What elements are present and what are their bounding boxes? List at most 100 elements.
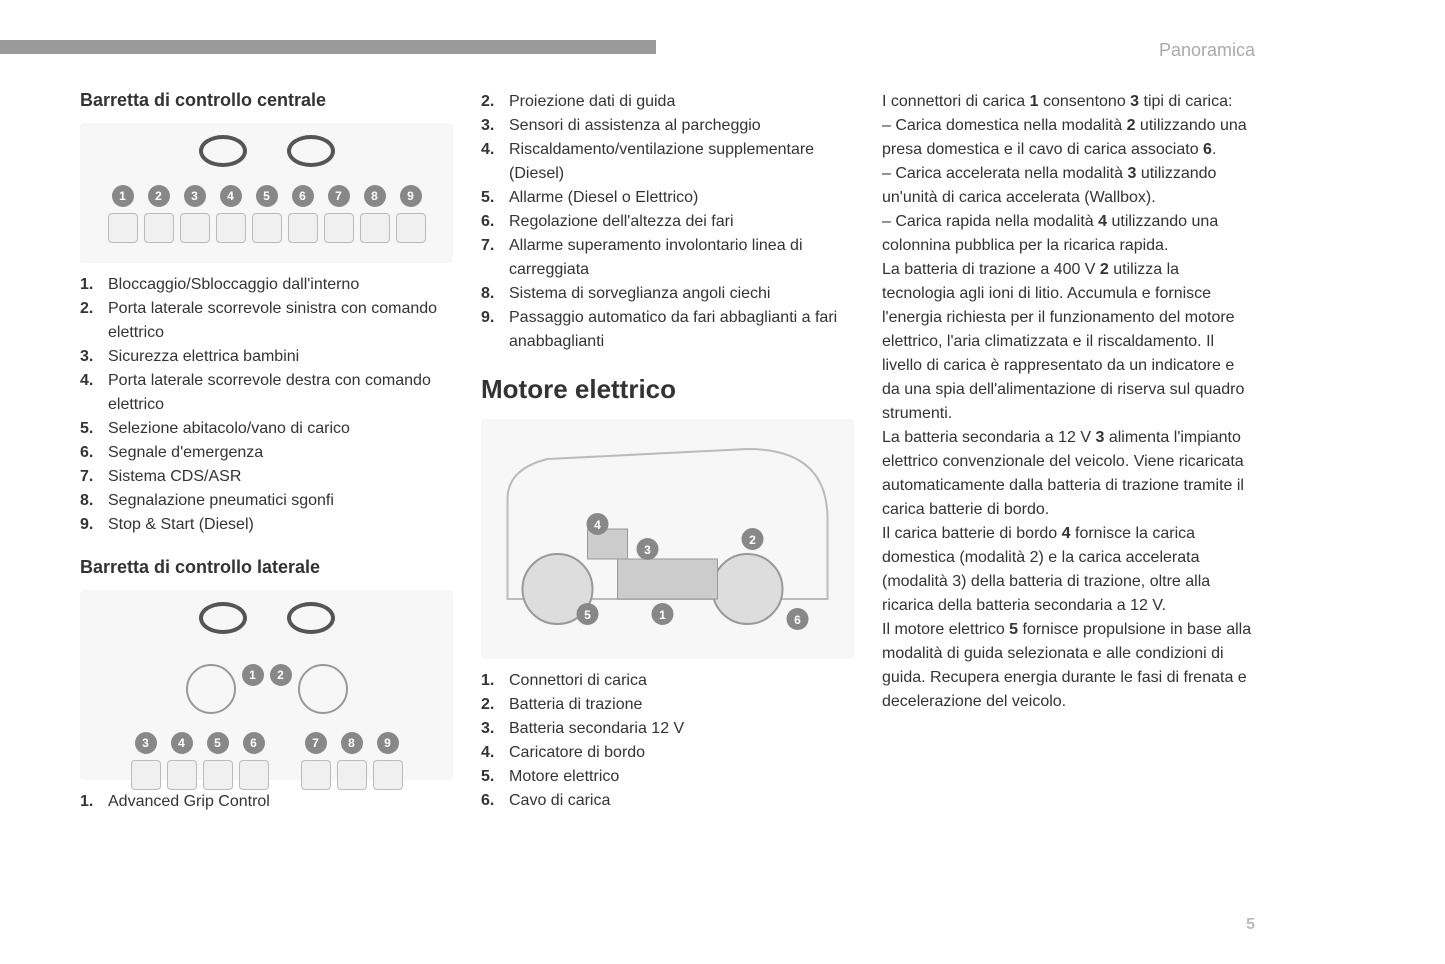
page-number: 5 [1246, 916, 1255, 934]
list-item-number: 8. [481, 282, 499, 306]
list-item-text: Sicurezza elettrica bambini [108, 345, 453, 369]
list-item: 8. Segnalazione pneumatici sgonfi [80, 489, 453, 513]
list-item-number: 6. [481, 210, 499, 234]
list-item-text: Allarme (Diesel o Elettrico) [509, 186, 854, 210]
svg-text:6: 6 [794, 613, 801, 627]
list-item: 3. Sicurezza elettrica bambini [80, 345, 453, 369]
svg-text:3: 3 [644, 543, 651, 557]
list-item: 5. Allarme (Diesel o Elettrico) [481, 186, 854, 210]
list-item: 6. Cavo di carica [481, 789, 854, 813]
list-item: 5. Selezione abitacolo/vano di carico [80, 417, 453, 441]
list-item-number: 6. [481, 789, 499, 813]
list-item-text: Sistema di sorveglianza angoli ciechi [509, 282, 854, 306]
list-item-number: 2. [481, 693, 499, 717]
column-1: Barretta di controllo centrale 1 2 3 4 5… [80, 90, 453, 814]
body-paragraph: La batteria di trazione a 400 V 2 utiliz… [882, 258, 1255, 426]
body-paragraph: – Carica accelerata nella modalità 3 uti… [882, 162, 1255, 210]
list-item: 8. Sistema di sorveglianza angoli ciechi [481, 282, 854, 306]
body-paragraph: Il motore elettrico 5 fornisce propulsio… [882, 618, 1255, 714]
list-item-number: 5. [481, 765, 499, 789]
list-item-number: 8. [80, 489, 98, 513]
list-item-text: Caricatore di bordo [509, 741, 854, 765]
h2-motor: Motore elettrico [481, 374, 854, 405]
list-item-number: 1. [80, 790, 98, 814]
svg-text:4: 4 [594, 518, 601, 532]
list-item: 6. Segnale d'emergenza [80, 441, 453, 465]
list-item-text: Batteria di trazione [509, 693, 854, 717]
list-item: 1. Connettori di carica [481, 669, 854, 693]
list-central: 1.Bloccaggio/Sbloccaggio dall'interno2.P… [80, 273, 453, 537]
list-item-text: Connettori di carica [509, 669, 854, 693]
list-item: 2.Proiezione dati di guida [481, 90, 854, 114]
list-item-text: Cavo di carica [509, 789, 854, 813]
list-item-number: 7. [80, 465, 98, 489]
list-item-text: Advanced Grip Control [108, 790, 453, 814]
list-item: 7.Allarme superamento involontario linea… [481, 234, 854, 282]
svg-text:1: 1 [659, 608, 666, 622]
section-title-central: Barretta di controllo centrale [80, 90, 453, 111]
list-item-number: 2. [80, 297, 98, 345]
list-item-number: 4. [481, 741, 499, 765]
list-item-text: Bloccaggio/Sbloccaggio dall'interno [108, 273, 453, 297]
list-item-number: 9. [481, 306, 499, 354]
list-item-number: 9. [80, 513, 98, 537]
header-bar [0, 40, 656, 54]
section-header: Panoramica [1159, 40, 1255, 61]
list-lateral-cont: 2.Proiezione dati di guida3. Sensori di a… [481, 90, 854, 354]
list-item-number: 5. [80, 417, 98, 441]
list-item-number: 4. [80, 369, 98, 417]
column-2: 2.Proiezione dati di guida3.Sensori di a… [481, 90, 854, 814]
body-paragraph: La batteria secondaria a 12 V 3 alimenta… [882, 426, 1255, 522]
list-item: 5. Motore elettrico [481, 765, 854, 789]
svg-text:2: 2 [749, 533, 756, 547]
list-item: 4. Caricatore di bordo [481, 741, 854, 765]
list-item: 1. Bloccaggio/Sbloccaggio dall'interno [80, 273, 453, 297]
diagram-lateral-controls: 1 2 3 4 5 6 7 8 9 [80, 590, 453, 780]
section-title-lateral: Barretta di controllo laterale [80, 557, 453, 578]
list-item: 7. Sistema CDS/ASR [80, 465, 453, 489]
list-item-number: 3. [481, 717, 499, 741]
list-item-text: Segnalazione pneumatici sgonfi [108, 489, 453, 513]
list-item-number: 1. [481, 669, 499, 693]
list-item-number: 1. [80, 273, 98, 297]
list-item: 4.Porta laterale scorrevole destra con c… [80, 369, 453, 417]
body-paragraph: – Carica rapida nella modalità 4 utilizz… [882, 210, 1255, 258]
list-item: 9.Stop & Start (Diesel) [80, 513, 453, 537]
page-content: Barretta di controllo centrale 1 2 3 4 5… [80, 90, 1255, 814]
diagram-electric-motor: 4 3 2 5 1 6 [481, 419, 854, 659]
list-item: 3. Batteria secondaria 12 V [481, 717, 854, 741]
list-item-text: Motore elettrico [509, 765, 854, 789]
list-item-number: 7. [481, 234, 499, 282]
body-paragraph: – Carica domestica nella modalità 2 util… [882, 114, 1255, 162]
list-item-text: Riscaldamento/ventilazione supplementare… [509, 138, 854, 186]
list-item: 4.Riscaldamento/ventilazione supplementa… [481, 138, 854, 186]
list-item: 1. Advanced Grip Control [80, 790, 453, 814]
list-item-text: Selezione abitacolo/vano di carico [108, 417, 453, 441]
list-item-text: Regolazione dell'altezza dei fari [509, 210, 854, 234]
list-item-text: Sensori di assistenza al parcheggio [509, 114, 854, 138]
list-item-text: Porta laterale scorrevole destra con com… [108, 369, 453, 417]
list-item-text: Segnale d'emergenza [108, 441, 453, 465]
list-item: 3. Sensori di assistenza al parcheggio [481, 114, 854, 138]
list-item-number: 4. [481, 138, 499, 186]
list-item-number: 3. [80, 345, 98, 369]
list-item-number: 3. [481, 114, 499, 138]
list-item: 2. Batteria di trazione [481, 693, 854, 717]
body-paragraph: Il carica batterie di bordo 4 fornisce l… [882, 522, 1255, 618]
svg-text:5: 5 [584, 608, 591, 622]
list-item-number: 2. [481, 90, 499, 114]
column-3: I connettori di carica 1 consentono 3 ti… [882, 90, 1255, 814]
list-item-text: Sistema CDS/ASR [108, 465, 453, 489]
list-item-text: Porta laterale scorrevole sinistra con c… [108, 297, 453, 345]
list-item-text: Batteria secondaria 12 V [509, 717, 854, 741]
body-paragraph: I connettori di carica 1 consentono 3 ti… [882, 90, 1255, 114]
list-item: 2.Porta laterale scorrevole sinistra con… [80, 297, 453, 345]
list-motor: 1. Connettori di carica 2. Batteria di traz… [481, 669, 854, 813]
list-lateral: 1. Advanced Grip Control [80, 790, 453, 814]
list-item-number: 6. [80, 441, 98, 465]
list-item-text: Passaggio automatico da fari abbaglianti… [509, 306, 854, 354]
list-item-number: 5. [481, 186, 499, 210]
diagram-central-controls: 1 2 3 4 5 6 7 8 9 [80, 123, 453, 263]
list-item-text: Allarme superamento involontario linea d… [509, 234, 854, 282]
list-item: 6. Regolazione dell'altezza dei fari [481, 210, 854, 234]
